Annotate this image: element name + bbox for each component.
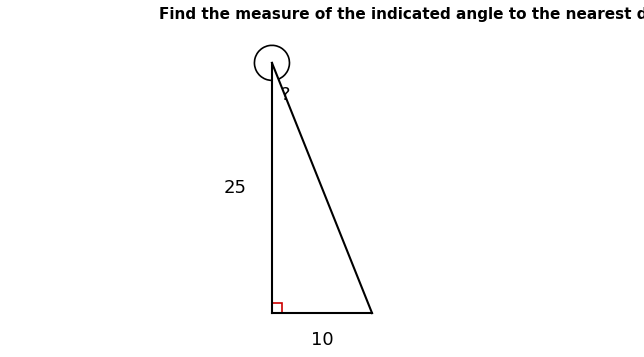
Text: 10: 10 xyxy=(310,331,334,349)
Text: 25: 25 xyxy=(224,179,247,197)
Text: Find the measure of the indicated angle to the nearest degree.: Find the measure of the indicated angle … xyxy=(159,7,644,22)
Text: ?: ? xyxy=(281,86,290,104)
Bar xyxy=(272,303,282,313)
